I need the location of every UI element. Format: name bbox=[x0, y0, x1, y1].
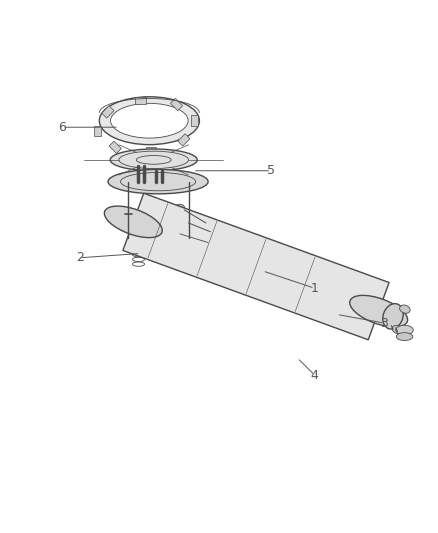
Bar bbox=[135, 98, 146, 104]
Ellipse shape bbox=[396, 333, 413, 341]
Ellipse shape bbox=[108, 169, 208, 194]
Ellipse shape bbox=[392, 326, 403, 334]
Ellipse shape bbox=[110, 149, 197, 171]
Bar bbox=[191, 116, 198, 126]
Ellipse shape bbox=[350, 295, 408, 327]
Bar bbox=[146, 148, 156, 155]
Bar bbox=[94, 126, 101, 136]
Text: 5: 5 bbox=[267, 164, 275, 177]
Bar bbox=[178, 134, 190, 146]
Bar bbox=[109, 141, 121, 154]
Bar bbox=[170, 99, 183, 111]
Text: 4: 4 bbox=[311, 369, 319, 382]
Text: 1: 1 bbox=[311, 282, 319, 295]
Text: 2: 2 bbox=[76, 251, 84, 264]
Text: 3: 3 bbox=[381, 317, 389, 329]
Ellipse shape bbox=[175, 204, 185, 211]
Bar bbox=[102, 106, 114, 118]
Ellipse shape bbox=[99, 97, 199, 144]
Ellipse shape bbox=[110, 103, 188, 138]
Text: 6: 6 bbox=[58, 121, 66, 134]
Ellipse shape bbox=[104, 206, 162, 238]
Ellipse shape bbox=[396, 325, 413, 335]
Ellipse shape bbox=[127, 211, 138, 218]
Ellipse shape bbox=[383, 304, 403, 329]
Polygon shape bbox=[123, 193, 389, 340]
Ellipse shape bbox=[399, 305, 410, 313]
